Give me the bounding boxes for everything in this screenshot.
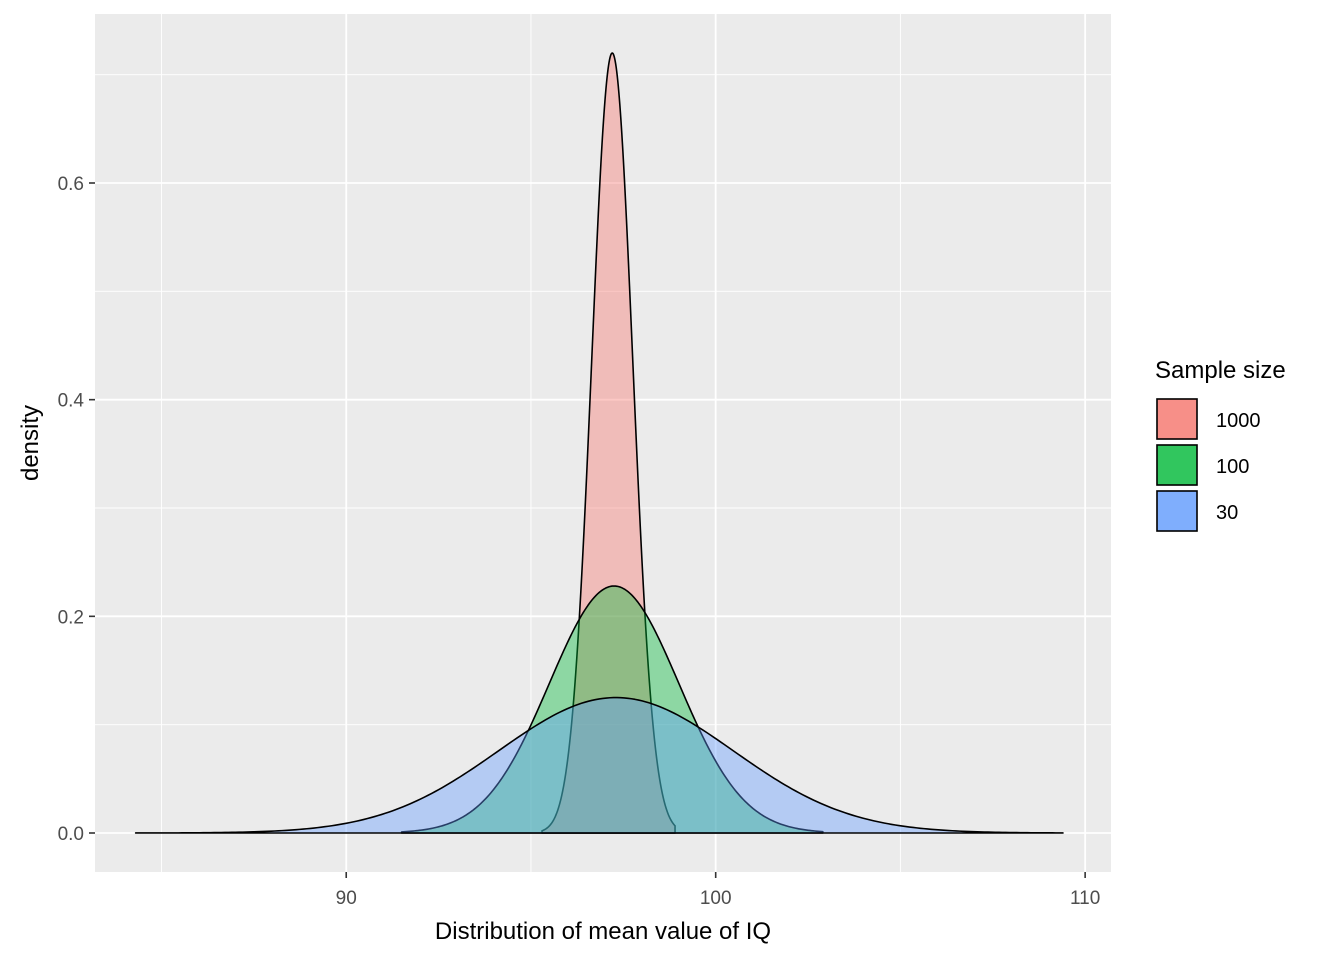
y-axis-title: density: [17, 405, 44, 481]
legend: Sample size 1000 100 30: [1155, 357, 1286, 532]
legend-keys: 1000 100 30: [1156, 398, 1261, 532]
x-tick-label: 90: [336, 888, 357, 909]
legend-key-1000: [1156, 398, 1198, 440]
y-tick-label: 0.6: [58, 174, 84, 195]
legend-label: 100: [1216, 456, 1249, 478]
x-axis-title: Distribution of mean value of IQ: [435, 918, 771, 945]
legend-label: 30: [1216, 502, 1238, 524]
legend-label: 1000: [1216, 410, 1261, 432]
legend-key-100: [1156, 444, 1198, 486]
density-area-100: [400, 585, 824, 834]
density-areas: [134, 52, 1064, 834]
y-axis-ticks: 0.0 0.2 0.4 0.6: [58, 174, 95, 845]
legend-title: Sample size: [1155, 357, 1286, 384]
density-area-30: [134, 696, 1064, 834]
minor-gridlines: [95, 14, 1111, 872]
density-area-1000: [541, 52, 676, 834]
x-tick-label: 100: [700, 888, 732, 909]
x-axis-ticks: 90 100 110: [336, 872, 1100, 909]
y-tick-label: 0.0: [58, 824, 84, 845]
legend-key-30: [1156, 490, 1198, 532]
panel-background: [95, 14, 1111, 872]
y-tick-label: 0.4: [58, 391, 85, 412]
x-tick-label: 110: [1070, 888, 1100, 909]
y-tick-label: 0.2: [58, 607, 84, 628]
